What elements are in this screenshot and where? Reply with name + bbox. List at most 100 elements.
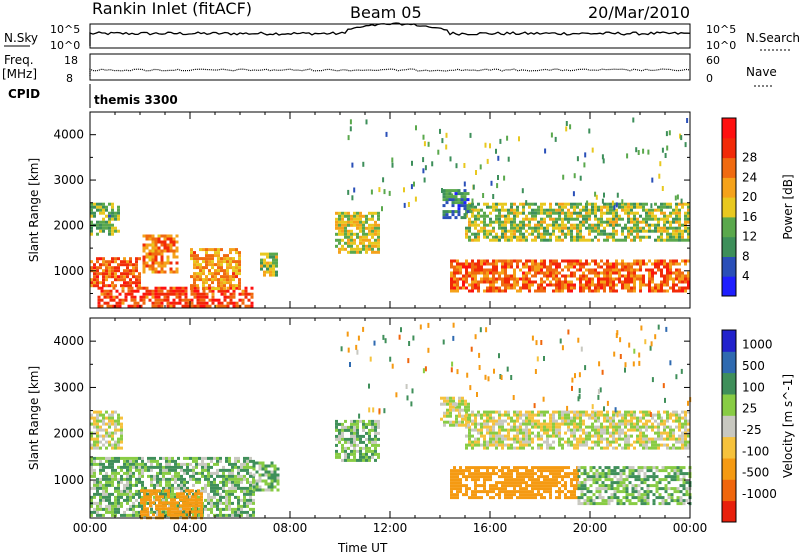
data-cell [150,469,153,472]
data-cell [256,471,259,474]
data-cell [573,447,576,450]
data-cell [611,493,614,496]
data-cell [272,262,275,265]
data-cell [99,472,102,475]
data-cell [201,469,204,472]
data-cell [528,490,531,493]
data-cell [459,466,462,469]
data-cell [522,272,525,275]
data-cell [171,493,174,496]
data-cell [234,508,237,511]
data-cell [362,420,365,423]
data-cell [648,236,651,239]
data-cell [657,227,660,230]
data-cell [666,206,669,209]
data-cell [156,460,159,463]
data-cell [114,272,117,275]
data-cell [528,212,531,215]
data-cell [453,284,456,287]
data-cell [194,495,197,498]
data-cell [519,224,522,227]
data-cell [377,432,380,435]
data-cell [570,275,573,278]
data-cell [681,233,684,236]
data-cell [262,480,265,483]
data-cell [155,238,158,241]
data-cell [585,411,588,414]
data-cell [534,414,537,417]
data-cell [123,484,126,487]
data-cell [263,274,266,277]
data-cell [612,420,615,423]
data-cell [138,463,141,466]
data-cell [260,259,263,262]
data-cell [612,212,615,215]
data-cell [268,465,271,468]
data-cell [630,290,633,293]
data-cell [468,284,471,287]
data-cell [246,478,249,481]
data-cell [600,438,603,441]
data-cell [612,287,615,290]
data-cell [217,284,220,287]
data-cell [365,248,368,251]
data-cell [519,411,522,414]
data-cell [338,224,341,227]
data-cell [216,499,219,502]
data-cell [507,432,510,435]
data-cell [591,203,594,206]
data-cell [504,438,507,441]
data-cell [485,143,487,148]
data-cell [638,466,641,469]
data-cell [561,444,564,447]
data-cell [531,466,534,469]
data-cell [271,465,274,468]
data-cell [182,495,185,498]
data-cell [534,215,537,218]
data-cell [666,230,669,233]
data-cell [492,287,495,290]
data-cell [486,441,489,444]
data-cell [639,239,642,242]
data-cell [618,239,621,242]
data-cell [353,423,356,426]
data-cell [516,490,519,493]
data-cell [149,259,152,262]
data-cell [519,475,522,478]
data-cell [238,269,241,272]
data-cell [593,502,596,505]
data-cell [621,209,624,212]
data-cell [599,472,602,475]
data-cell [459,472,462,475]
data-cell [656,481,659,484]
data-cell [620,481,623,484]
data-cell [371,218,374,221]
data-cell [461,201,464,204]
data-cell [465,236,468,239]
data-cell [377,239,380,242]
data-cell [105,221,108,224]
data-cell [266,268,269,271]
data-cell [108,420,111,423]
data-cell [129,272,132,275]
data-cell [114,475,117,478]
data-cell [498,469,501,472]
data-cell [368,447,371,450]
data-cell [96,281,99,284]
data-cell [105,478,108,481]
data-cell [456,290,459,293]
data-cell [335,438,338,441]
data-cell [495,239,498,242]
data-cell [581,502,584,505]
data-cell [504,224,507,227]
data-cell [108,221,111,224]
data-cell [587,478,590,481]
data-cell [170,504,173,507]
data-cell [359,248,362,251]
data-cell [152,513,155,516]
data-cell [144,469,147,472]
data-cell [531,490,534,493]
data-cell [585,432,588,435]
data-cell [552,209,555,212]
data-cell [117,269,120,272]
